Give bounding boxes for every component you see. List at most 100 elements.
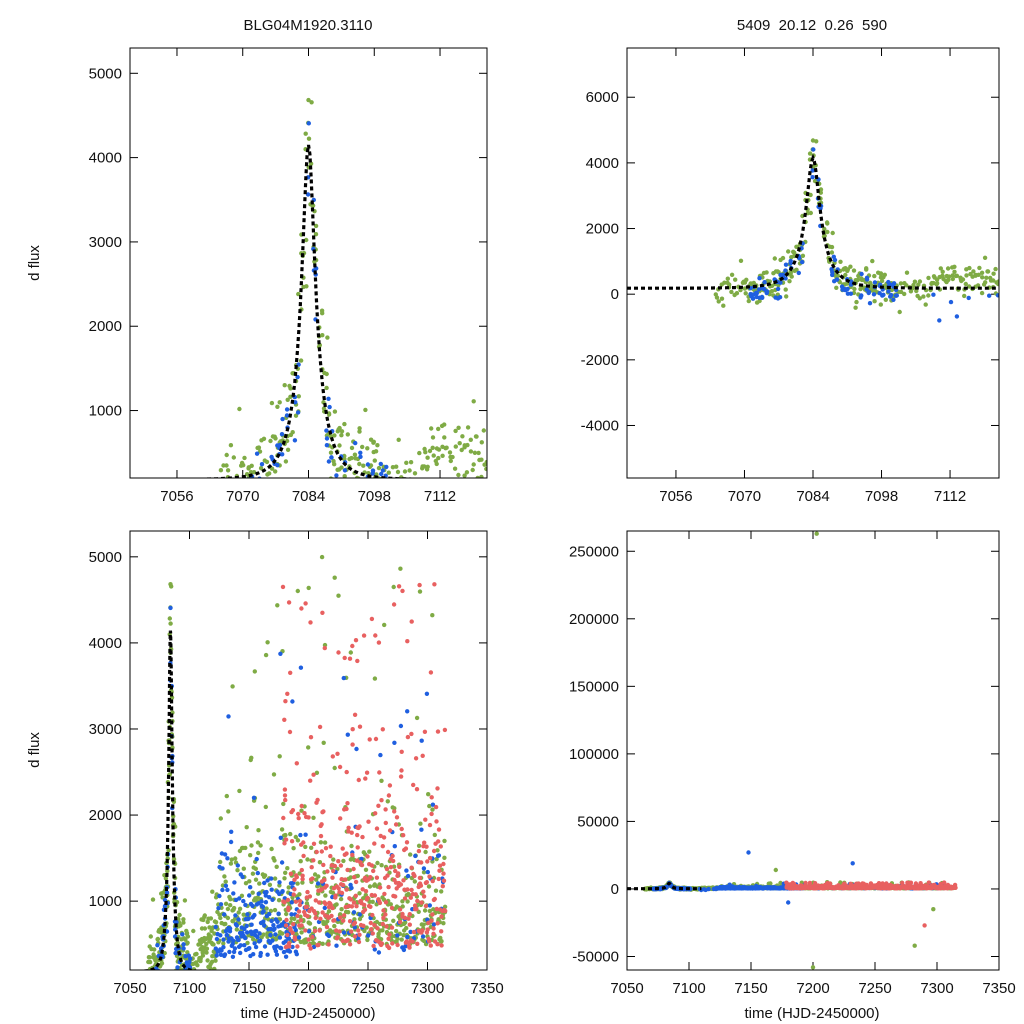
green-point [257, 881, 262, 886]
red-point [405, 887, 410, 892]
red-point [408, 895, 413, 900]
blue-point [783, 262, 789, 267]
green-point [231, 905, 237, 911]
red-point [812, 881, 818, 886]
green-point [284, 911, 289, 917]
green-point [361, 850, 366, 855]
red-point [395, 942, 400, 948]
green-point [204, 941, 209, 947]
red-point [344, 851, 349, 856]
green-point [213, 958, 218, 963]
red-point [414, 906, 419, 912]
red-point [343, 877, 348, 882]
blue-point [272, 926, 277, 931]
red-point [404, 840, 410, 845]
panel-top-left-title: BLG04M1920.3110 [244, 17, 373, 34]
y-tick-label: 5000 [89, 549, 122, 566]
blue-point [365, 462, 371, 467]
blue-point [257, 938, 263, 943]
green-point [263, 804, 268, 810]
red-point [283, 837, 289, 842]
model-curve [130, 144, 487, 478]
blue-point [894, 293, 899, 298]
green-point [421, 922, 426, 927]
green-point [401, 933, 406, 938]
green-point [202, 926, 208, 931]
blue-point [881, 292, 886, 297]
green-point [468, 437, 473, 442]
red-point [429, 811, 434, 817]
blue-point [296, 935, 302, 940]
green-point [400, 899, 405, 904]
blue-point [315, 881, 321, 886]
red-point [357, 824, 362, 829]
red-point [900, 880, 905, 886]
red-point [336, 859, 341, 864]
green-point [342, 474, 347, 478]
green-point [391, 918, 396, 923]
green-point [783, 287, 788, 292]
red-point [376, 640, 382, 645]
x-tick-label: 7070 [728, 488, 761, 505]
red-point [401, 833, 406, 838]
green-point [262, 873, 268, 878]
green-point [185, 934, 191, 939]
green-point [331, 458, 336, 464]
red-point [360, 887, 365, 892]
green-point [395, 936, 400, 941]
red-point [422, 840, 427, 845]
green-point [281, 833, 287, 838]
red-point [843, 884, 849, 889]
green-point [390, 465, 396, 470]
red-point [376, 803, 381, 808]
green-point [243, 845, 248, 851]
green-point [440, 453, 445, 458]
blue-point [235, 863, 240, 868]
green-point [427, 448, 433, 454]
red-point [384, 866, 390, 872]
blue-point [217, 893, 222, 899]
green-point [184, 930, 190, 936]
green-point [236, 910, 241, 915]
blue-point [252, 941, 257, 946]
green-point [479, 440, 484, 445]
green-point [318, 840, 324, 845]
green-point [382, 622, 387, 628]
red-point [296, 816, 301, 821]
panel-top-left-ylabel: d flux [26, 245, 43, 281]
red-point [305, 914, 310, 919]
panel-bottom-right-marks [642, 531, 958, 970]
green-point [996, 281, 999, 287]
green-point [457, 441, 462, 446]
blue-point [283, 939, 288, 944]
green-point [363, 407, 368, 413]
blue-point [277, 880, 282, 885]
red-point [318, 833, 324, 839]
red-point [352, 875, 357, 880]
green-point [367, 849, 372, 854]
green-point [436, 455, 441, 461]
green-outlier-point [814, 531, 819, 536]
red-point [356, 939, 362, 945]
blue-point [278, 946, 284, 951]
green-point [295, 588, 300, 594]
green-point [291, 846, 296, 851]
red-point [322, 877, 327, 883]
blue-point [267, 895, 272, 900]
x-tick-label: 7200 [796, 980, 829, 997]
red-point [368, 920, 373, 926]
red-point [336, 886, 341, 891]
red-point [297, 898, 303, 904]
red-point [341, 913, 347, 918]
red-point [359, 862, 365, 868]
blue-point [222, 952, 228, 957]
red-point [387, 783, 393, 788]
green-point [917, 279, 923, 284]
green-point [426, 792, 431, 797]
green-point [155, 936, 161, 942]
red-point [345, 801, 350, 806]
green-point [408, 460, 414, 465]
red-point [416, 848, 422, 854]
red-point [851, 883, 856, 889]
blue-point [227, 926, 233, 931]
